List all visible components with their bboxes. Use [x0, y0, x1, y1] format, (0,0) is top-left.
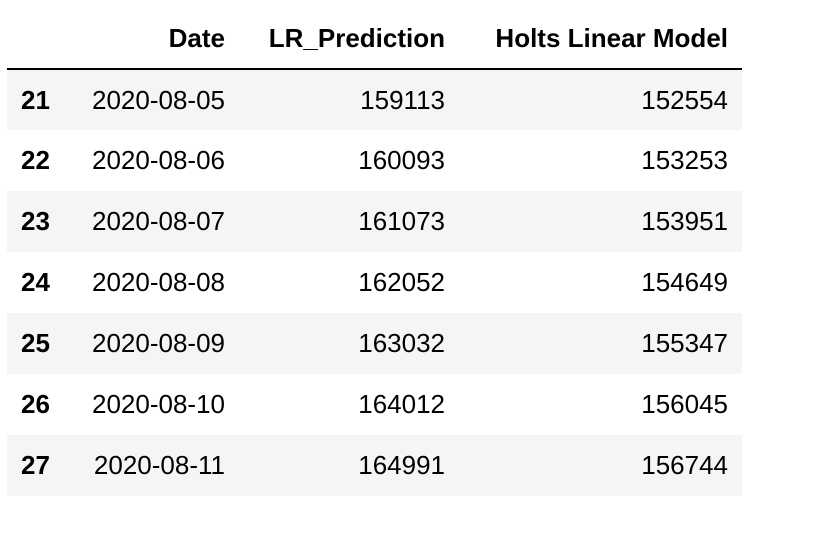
row-index: 26: [21, 389, 50, 419]
table-row: 24 2020-08-08 162052 154649: [7, 252, 742, 313]
table-header: Date LR_Prediction Holts Linear Model: [7, 8, 742, 70]
row-index: 24: [21, 267, 50, 297]
holts-cell: 154649: [641, 267, 728, 297]
table-row: 25 2020-08-09 163032 155347: [7, 313, 742, 374]
date-column-header: Date: [69, 8, 227, 70]
lr-prediction-cell: 164991: [358, 450, 445, 480]
holts-cell: 156045: [641, 389, 728, 419]
dataframe-table: Date LR_Prediction Holts Linear Model 21…: [7, 8, 742, 496]
lr-prediction-cell: 161073: [358, 206, 445, 236]
row-index: 25: [21, 328, 50, 358]
index-column-header: [7, 8, 69, 70]
date-cell: 2020-08-05: [92, 84, 225, 115]
lr-prediction-cell: 159113: [360, 84, 445, 115]
holts-linear-model-column-header: Holts Linear Model: [447, 8, 742, 70]
lr-prediction-cell: 164012: [358, 389, 445, 419]
lr-prediction-cell: 160093: [358, 145, 445, 175]
date-cell: 2020-08-11: [93, 450, 225, 480]
holts-cell: 156744: [641, 450, 728, 480]
row-index: 21: [21, 84, 50, 115]
lr-prediction-column-header: LR_Prediction: [227, 8, 447, 70]
table-row: 26 2020-08-10 164012 156045: [7, 374, 742, 435]
table-body: 21 2020-08-05 159113 152554 22 2020-08-0…: [7, 69, 742, 496]
table-row: 22 2020-08-06 160093 153253: [7, 130, 742, 191]
row-index: 22: [21, 145, 50, 175]
lr-prediction-cell: 162052: [358, 267, 445, 297]
holts-cell: 152554: [641, 84, 728, 115]
holts-cell: 155347: [641, 328, 728, 358]
table-row: 23 2020-08-07 161073 153951: [7, 191, 742, 252]
table-row: 27 2020-08-11 164991 156744: [7, 435, 742, 496]
lr-prediction-cell: 163032: [358, 328, 445, 358]
date-cell: 2020-08-06: [92, 145, 225, 175]
row-index: 27: [21, 450, 50, 480]
table-row: 21 2020-08-05 159113 152554: [7, 69, 742, 130]
header-row: Date LR_Prediction Holts Linear Model: [7, 8, 742, 70]
date-cell: 2020-08-07: [92, 206, 225, 236]
date-cell: 2020-08-10: [92, 389, 225, 419]
date-cell: 2020-08-08: [92, 267, 225, 297]
holts-cell: 153253: [641, 145, 728, 175]
row-index: 23: [21, 206, 50, 236]
holts-cell: 153951: [641, 206, 728, 236]
date-cell: 2020-08-09: [92, 328, 225, 358]
